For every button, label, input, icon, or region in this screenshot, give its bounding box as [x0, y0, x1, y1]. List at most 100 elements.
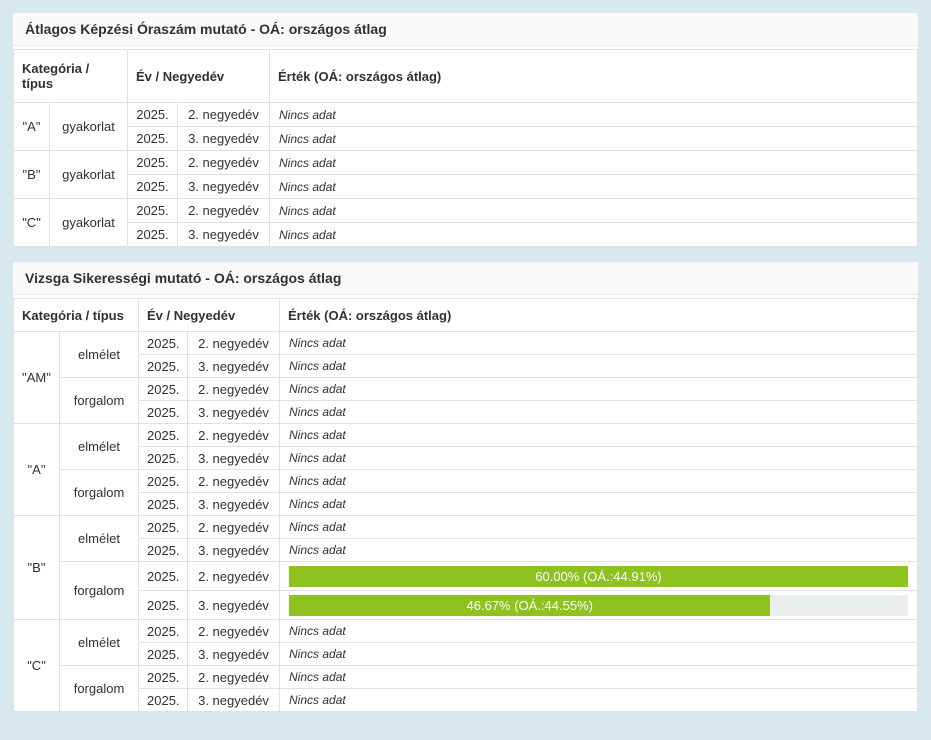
no-data-label: Nincs adat	[269, 102, 918, 127]
no-data-label: Nincs adat	[279, 446, 918, 470]
year-cell: 2025.	[127, 222, 178, 247]
year-cell: 2025.	[138, 423, 189, 447]
no-data-label: Nincs adat	[269, 174, 918, 199]
no-data-label: Nincs adat	[279, 331, 918, 355]
panel-title: Átlagos Képzési Óraszám mutató - OÁ: ors…	[13, 13, 918, 46]
exam-success-table-body: "AM" elmélet 2025. 2. negyedév Nincs adat 202…	[13, 331, 918, 712]
no-data-label: Nincs adat	[279, 688, 918, 712]
type-cell: elmélet	[58, 515, 140, 562]
no-data-label: Nincs adat	[279, 642, 918, 666]
quarter-cell: 2. negyedév	[187, 619, 281, 643]
table-row: "B" gyakorlat 2025. 2. negyedév Nincs adat	[13, 150, 918, 199]
no-data-label: Nincs adat	[279, 400, 918, 424]
table-row: "C" elmélet 2025. 2. negyedév Nincs adat	[13, 619, 918, 712]
bar-track: 60.00% (OÁ.:44.91%)	[289, 565, 908, 587]
indicator-panel-exam-success: Vizsga Sikerességi mutató - OÁ: országos…	[12, 261, 919, 713]
quarter-cell: 3. negyedév	[187, 354, 281, 378]
type-cell: gyakorlat	[49, 150, 128, 199]
category-cell: "AM"	[13, 331, 60, 424]
table-row: 2025. 3. negyedév Nincs adat	[14, 126, 918, 151]
success-bar-fill: 46.67% (OÁ.:44.55%)	[289, 594, 771, 616]
no-data-label: Nincs adat	[279, 469, 918, 493]
table-row: 2025. 3. negyedév Nincs adat	[14, 400, 918, 424]
year-cell: 2025.	[127, 126, 178, 151]
column-header-category: Kategória / típus	[13, 49, 128, 103]
year-cell: 2025.	[127, 174, 178, 199]
quarter-cell: 2. negyedév	[187, 377, 281, 401]
year-cell: 2025.	[138, 619, 189, 643]
table-row: 2025. 3. negyedév Nincs adat	[14, 174, 918, 199]
year-cell: 2025.	[138, 331, 189, 355]
quarter-cell: 3. negyedév	[187, 590, 281, 620]
table-row: 2025. 3. negyedév Nincs adat	[14, 354, 918, 378]
no-data-label: Nincs adat	[279, 665, 918, 689]
type-cell: forgalom	[58, 377, 140, 424]
no-data-label: Nincs adat	[269, 126, 918, 151]
table-row: "AM" elmélet 2025. 2. negyedév Nincs adat	[13, 331, 918, 424]
year-cell: 2025.	[127, 198, 178, 223]
no-data-label: Nincs adat	[279, 354, 918, 378]
quarter-cell: 2. negyedév	[187, 423, 281, 447]
column-header-period: Év / Negyedév	[138, 298, 281, 332]
panel-title: Vizsga Sikerességi mutató - OÁ: országos…	[13, 262, 918, 295]
no-data-label: Nincs adat	[269, 198, 918, 223]
table-row: forgalom 2025. 2. negyedév Nincs adat	[14, 377, 918, 424]
category-cell: "B"	[13, 515, 60, 620]
quarter-cell: 3. negyedév	[187, 642, 281, 666]
year-cell: 2025.	[138, 446, 189, 470]
table-row: "A" gyakorlat 2025. 2. negyedév Nincs adat	[13, 102, 918, 151]
quarter-cell: 2. negyedév	[187, 561, 281, 591]
table-row: 2025. 3. negyedév 46.67% (OÁ.:44.55%)	[14, 590, 918, 620]
no-data-label: Nincs adat	[269, 150, 918, 175]
category-cell: "A"	[13, 102, 50, 151]
bar-track: 46.67% (OÁ.:44.55%)	[289, 594, 908, 616]
exam-success-table: Kategória / típus Év / Negyedév Érték (O…	[12, 298, 918, 712]
year-cell: 2025.	[138, 400, 189, 424]
year-cell: 2025.	[138, 688, 189, 712]
type-cell: elmélet	[58, 331, 140, 378]
no-data-label: Nincs adat	[279, 423, 918, 447]
no-data-label: Nincs adat	[279, 492, 918, 516]
training-hours-table-body: "A" gyakorlat 2025. 2. negyedév Nincs adat 20…	[13, 102, 918, 247]
table-row: forgalom 2025. 2. negyedév 60.00% (OÁ.:44.9…	[14, 561, 918, 620]
year-cell: 2025.	[138, 538, 189, 562]
header-row: Kategória / típus Év / Negyedév Érték (O…	[12, 298, 918, 332]
quarter-cell: 2. negyedév	[187, 469, 281, 493]
type-cell: elmélet	[58, 423, 140, 470]
year-cell: 2025.	[138, 469, 189, 493]
quarter-cell: 3. negyedév	[177, 126, 270, 151]
no-data-label: Nincs adat	[279, 515, 918, 539]
table-row: "A" elmélet 2025. 2. negyedév Nincs adat	[13, 423, 918, 516]
table-row: 2025. 3. negyedév Nincs adat	[14, 642, 918, 666]
quarter-cell: 2. negyedév	[177, 150, 270, 175]
year-cell: 2025.	[138, 377, 189, 401]
quarter-cell: 2. negyedév	[187, 331, 281, 355]
table-row: "C" gyakorlat 2025. 2. negyedév Nincs adat	[13, 198, 918, 247]
indicator-panel-training-hours: Átlagos Képzési Óraszám mutató - OÁ: ors…	[12, 12, 919, 248]
year-cell: 2025.	[138, 492, 189, 516]
no-data-label: Nincs adat	[279, 377, 918, 401]
table-row: 2025. 3. negyedév Nincs adat	[14, 446, 918, 470]
no-data-label: Nincs adat	[269, 222, 918, 247]
quarter-cell: 3. negyedév	[187, 688, 281, 712]
year-cell: 2025.	[138, 515, 189, 539]
table-row: 2025. 3. negyedév Nincs adat	[14, 222, 918, 247]
value-cell: 46.67% (OÁ.:44.55%)	[279, 590, 918, 620]
quarter-cell: 3. negyedév	[187, 538, 281, 562]
table-row: forgalom 2025. 2. negyedév Nincs adat	[14, 665, 918, 712]
no-data-label: Nincs adat	[279, 619, 918, 643]
quarter-cell: 3. negyedév	[177, 222, 270, 247]
year-cell: 2025.	[127, 150, 178, 175]
quarter-cell: 2. negyedév	[177, 102, 270, 127]
year-cell: 2025.	[138, 665, 189, 689]
year-cell: 2025.	[138, 590, 189, 620]
quarter-cell: 3. negyedév	[187, 400, 281, 424]
table-row: forgalom 2025. 2. negyedév Nincs adat	[14, 469, 918, 516]
quarter-cell: 2. negyedév	[187, 515, 281, 539]
quarter-cell: 3. negyedév	[187, 492, 281, 516]
category-cell: "A"	[13, 423, 60, 516]
column-header-category: Kategória / típus	[12, 298, 140, 332]
table-row: "B" elmélet 2025. 2. negyedév Nincs adat	[13, 515, 918, 620]
category-cell: "C"	[13, 198, 50, 247]
year-cell: 2025.	[138, 354, 189, 378]
